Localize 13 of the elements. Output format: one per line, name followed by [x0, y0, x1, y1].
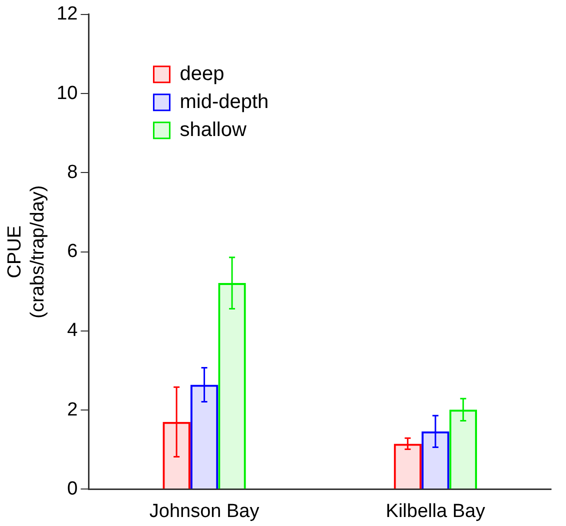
- y-tick-label: 12: [56, 4, 78, 25]
- x-tick-label: Kilbella Bay: [386, 500, 486, 522]
- y-tick-label: 6: [67, 241, 78, 262]
- y-tick-label: 2: [67, 399, 78, 420]
- y-tick-label: 4: [67, 320, 78, 342]
- y-tick-label: 10: [56, 82, 78, 104]
- legend-label: shallow: [180, 118, 247, 141]
- y-axis-title: CPUE (crabs/trap/day): [4, 185, 48, 318]
- y-tick-label: 8: [67, 162, 78, 183]
- legend-label: mid-depth: [180, 90, 269, 113]
- x-tick-label: Johnson Bay: [149, 500, 260, 522]
- legend-label: deep: [180, 62, 224, 85]
- y-tick-label: 0: [67, 478, 78, 500]
